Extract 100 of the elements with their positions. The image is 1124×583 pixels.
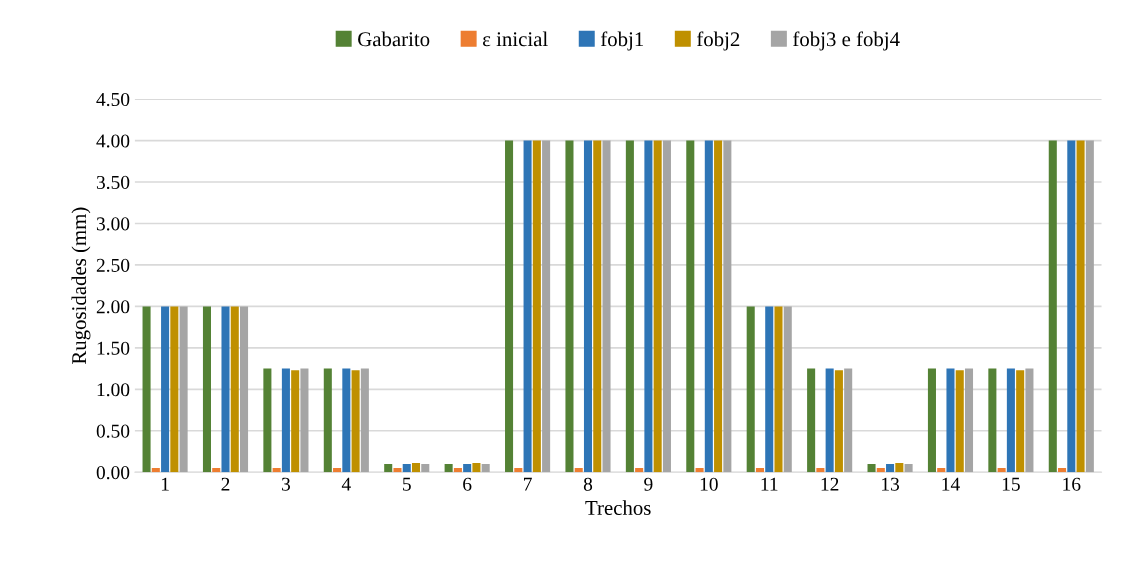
bar [532,140,541,473]
bar [421,463,430,473]
bar [927,368,936,473]
bar [937,468,946,473]
bar [151,468,160,473]
bar [1076,140,1085,473]
bar [816,468,825,473]
x-tick-label: 12 [821,477,839,491]
x-axis-title: Trechos [585,500,651,515]
bar [895,463,904,473]
y-tick-label: 0.50 [96,424,130,438]
bar [411,463,421,473]
bar [1085,140,1094,473]
x-tick-label: 7 [524,477,532,491]
y-tick-label: 1.50 [97,341,130,355]
bar [746,306,755,473]
bar [342,368,351,473]
bar [807,368,816,473]
bar [946,368,955,473]
legend-label: fobj1 [600,31,644,51]
bar [384,463,393,473]
bar [904,463,913,473]
bar [523,140,532,473]
x-tick-label: 3 [281,477,291,491]
bar [593,140,602,473]
bar [988,368,997,473]
bar [662,140,671,473]
bar [212,468,221,473]
bar [765,306,774,473]
bar [472,463,481,473]
bar [834,370,843,473]
bar [170,306,179,473]
bar [402,463,411,473]
bar [453,468,462,473]
bar [844,368,853,473]
bar [565,140,574,473]
y-tick-label: 2.50 [96,258,130,272]
bar [1025,368,1034,473]
bar [574,468,583,473]
x-tick-label: 4 [341,477,351,491]
x-tick-label: 16 [1063,477,1081,491]
bar [964,368,974,473]
x-tick-label: 10 [700,477,718,491]
bar [1016,370,1025,473]
legend-label: fobj3 e fobj4 [793,31,900,51]
bar [333,468,342,473]
legend-label: ε inicial [482,31,548,47]
x-tick-label: 5 [403,477,411,491]
bar [514,468,523,473]
x-tick-label: 9 [644,477,653,491]
bar [142,306,151,473]
bar [955,370,964,473]
legend-label: fobj2 [696,31,740,51]
bar [291,370,300,473]
bar [323,368,332,473]
y-tick-label: 2.00 [96,300,130,314]
bar [695,468,704,473]
x-tick-label: 8 [583,477,593,491]
bar [704,140,713,473]
bar [686,140,695,473]
bar [602,140,611,473]
bar [644,140,653,473]
bar [825,368,834,473]
bar [755,468,764,473]
bar [876,468,885,473]
bar [351,370,360,473]
bar [867,463,876,473]
bar [202,306,211,473]
bar [481,463,490,473]
x-tick-label: 15 [1002,477,1020,491]
bar [300,368,309,473]
bar [179,306,188,473]
x-tick-label: 6 [463,477,472,491]
bar [1006,368,1015,473]
x-tick-label: 2 [221,477,230,491]
x-tick-label: 1 [161,477,169,491]
y-tick-label: 0.00 [96,466,130,480]
bar [505,140,514,473]
y-tick-label: 4.00 [96,134,130,148]
bar [444,463,453,473]
bar [1048,140,1057,473]
bar [997,468,1006,473]
bar [583,140,593,473]
bar [230,306,239,473]
bar [281,368,290,473]
bar [263,368,272,473]
bar [1067,140,1076,473]
y-tick-label: 3.00 [96,217,130,231]
y-tick-label: 3.50 [96,175,130,190]
x-tick-label: 13 [882,477,900,491]
x-tick-label: 14 [942,477,960,491]
bar [635,468,644,473]
y-tick-label: 4.50 [96,92,130,107]
bar [272,468,281,473]
legend-label: Gabarito [358,31,430,47]
bar [714,140,723,473]
bar [723,140,732,473]
bar [542,140,551,473]
bar [221,306,230,473]
y-tick-label: 1.00 [97,383,130,397]
